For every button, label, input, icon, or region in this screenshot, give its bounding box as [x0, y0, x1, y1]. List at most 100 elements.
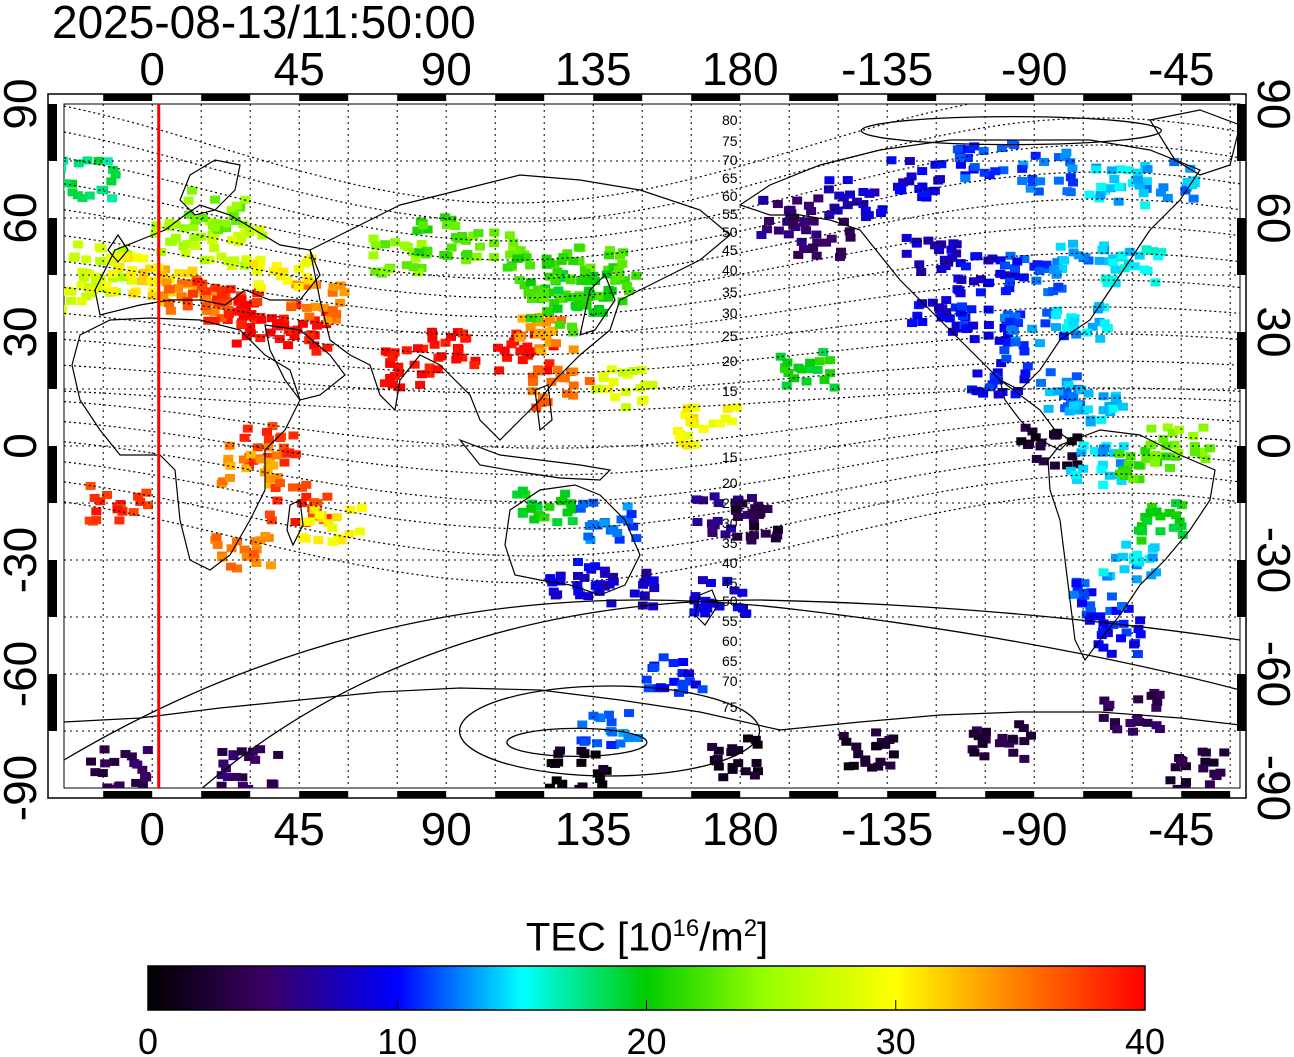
tec-cell [904, 157, 915, 166]
tec-cell [584, 286, 595, 295]
tec-cell [674, 431, 685, 440]
tec-cell [730, 505, 741, 514]
tec-cell [81, 255, 92, 264]
axis-bar-top [593, 94, 643, 101]
tec-cell [1022, 362, 1033, 371]
tec-cell [508, 238, 519, 247]
colorbar-title-main: TEC [10 [525, 915, 673, 960]
map-grid [64, 104, 1240, 788]
tec-cell [255, 536, 266, 545]
tec-cell [253, 280, 264, 289]
tec-cell [552, 267, 563, 276]
tec-cell [594, 587, 605, 596]
tec-cell [1049, 265, 1060, 274]
axis-bar-top [887, 94, 937, 101]
tec-cell [597, 780, 608, 788]
tec-cell [592, 580, 603, 589]
tec-cell [225, 562, 236, 571]
tec-cell [955, 259, 966, 268]
tec-cell [626, 510, 637, 519]
tec-cell [636, 366, 647, 375]
tec-cell [911, 239, 922, 248]
axis-bar-left [48, 218, 57, 275]
tec-cell [812, 365, 823, 374]
tec-cell [838, 217, 849, 226]
tec-cell [912, 311, 923, 320]
tec-cell [1078, 441, 1089, 450]
tec-cell [1141, 177, 1152, 186]
tec-cell [1078, 464, 1089, 473]
tec-cell [64, 286, 74, 295]
tec-cell [1079, 591, 1090, 600]
left-lat-tick-label: -60 [0, 641, 46, 707]
tec-cell [1142, 516, 1153, 525]
tec-cell [999, 261, 1010, 270]
tec-cell [273, 750, 284, 759]
tec-cell [390, 238, 401, 247]
tec-cell [1148, 247, 1159, 256]
tec-cell [647, 380, 658, 389]
tec-cell [1051, 311, 1062, 320]
tec-cell [266, 516, 277, 525]
tec-cell [950, 303, 961, 312]
mag-contour-dotted [64, 144, 1240, 242]
mag-contour-dotted [64, 104, 1240, 204]
tec-cell [707, 528, 718, 537]
tec-cell [231, 537, 242, 546]
tec-cell [164, 218, 175, 227]
tec-cell [1039, 157, 1050, 166]
tec-cell [289, 332, 300, 341]
right-lat-tick-label: -60 [1248, 641, 1294, 707]
tec-cell [201, 302, 212, 311]
tec-cell [1033, 187, 1044, 196]
tec-cell [799, 218, 810, 227]
tec-cell [968, 729, 979, 738]
tec-cell [685, 418, 696, 427]
tec-cell [471, 252, 482, 261]
tec-cell [1149, 458, 1160, 467]
tec-cell [1111, 399, 1122, 408]
tec-cell [770, 534, 781, 543]
colorbar-title: TEC [1016/m2] [0, 905, 1294, 961]
tec-cell [108, 165, 119, 174]
tec-cell [823, 185, 834, 194]
mag-contour-south-ring [458, 685, 761, 777]
tec-cell [1085, 612, 1096, 621]
tec-cell [164, 285, 175, 294]
tec-cell [606, 599, 617, 608]
tec-cell [291, 300, 302, 309]
tec-cell [838, 732, 849, 741]
tec-cell [577, 720, 588, 729]
tec-cell [632, 734, 643, 743]
tec-cell [1165, 463, 1176, 472]
tec-cell [678, 685, 689, 694]
tec-cell [1079, 579, 1090, 588]
tec-cell [576, 758, 587, 767]
tec-cell [345, 505, 356, 514]
tec-cell [255, 263, 266, 272]
tec-cell [1082, 328, 1093, 337]
tec-cell [984, 383, 995, 392]
top-lon-tick-label: 180 [702, 43, 779, 95]
mag-contour-dotted [64, 225, 1240, 299]
tec-cell [136, 277, 147, 286]
timestamp-title: 2025-08-13/11:50:00 [52, 0, 476, 48]
tec-cell [572, 557, 583, 566]
tec-cell [147, 291, 158, 300]
tec-cell [385, 359, 396, 368]
tec-cell [553, 758, 564, 767]
tec-cell [331, 513, 342, 522]
tec-cell [962, 153, 973, 162]
tec-cell [682, 431, 693, 440]
tec-cell [641, 568, 652, 577]
tec-cell [96, 244, 107, 253]
tec-cell [222, 772, 233, 781]
tec-cell [222, 297, 233, 306]
tec-cell [1027, 427, 1038, 436]
tec-cell [1064, 407, 1075, 416]
tec-cell [1134, 251, 1145, 260]
tec-cell [1098, 619, 1109, 628]
tec-cell [178, 242, 189, 251]
tec-cell [309, 498, 320, 507]
tec-cell [691, 495, 702, 504]
